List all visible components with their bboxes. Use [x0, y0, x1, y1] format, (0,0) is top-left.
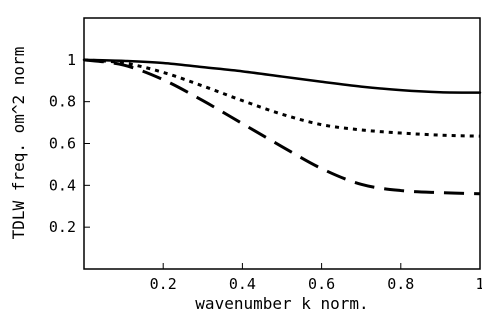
- y-axis-ticks: 0.2 0.4 0.6 0.8 1: [49, 51, 90, 236]
- plot-frame: [83, 17, 481, 270]
- y-tick-label: 0.8: [49, 93, 76, 111]
- x-tick-label: 0.8: [387, 275, 414, 293]
- series-line-solid: [82, 58, 482, 94]
- y-tick-label: 0.6: [49, 135, 76, 153]
- x-tick-label: 0.6: [308, 275, 335, 293]
- data-series: [82, 58, 482, 196]
- y-tick-label: 0.4: [49, 176, 76, 194]
- x-tick-label: 1: [475, 275, 482, 293]
- x-tick-label: 0.4: [229, 275, 256, 293]
- x-axis-ticks: 0.2 0.4 0.6 0.8 1: [150, 263, 482, 293]
- x-axis-title: wavenumber k norm.: [195, 294, 368, 313]
- series-line-dashed: [83, 58, 481, 196]
- x-tick-label: 0.2: [150, 275, 177, 293]
- y-axis-title: TDLW freq. om^2 norm: [9, 47, 28, 240]
- y-tick-label: 1: [67, 51, 76, 69]
- y-tick-label: 0.2: [49, 218, 76, 236]
